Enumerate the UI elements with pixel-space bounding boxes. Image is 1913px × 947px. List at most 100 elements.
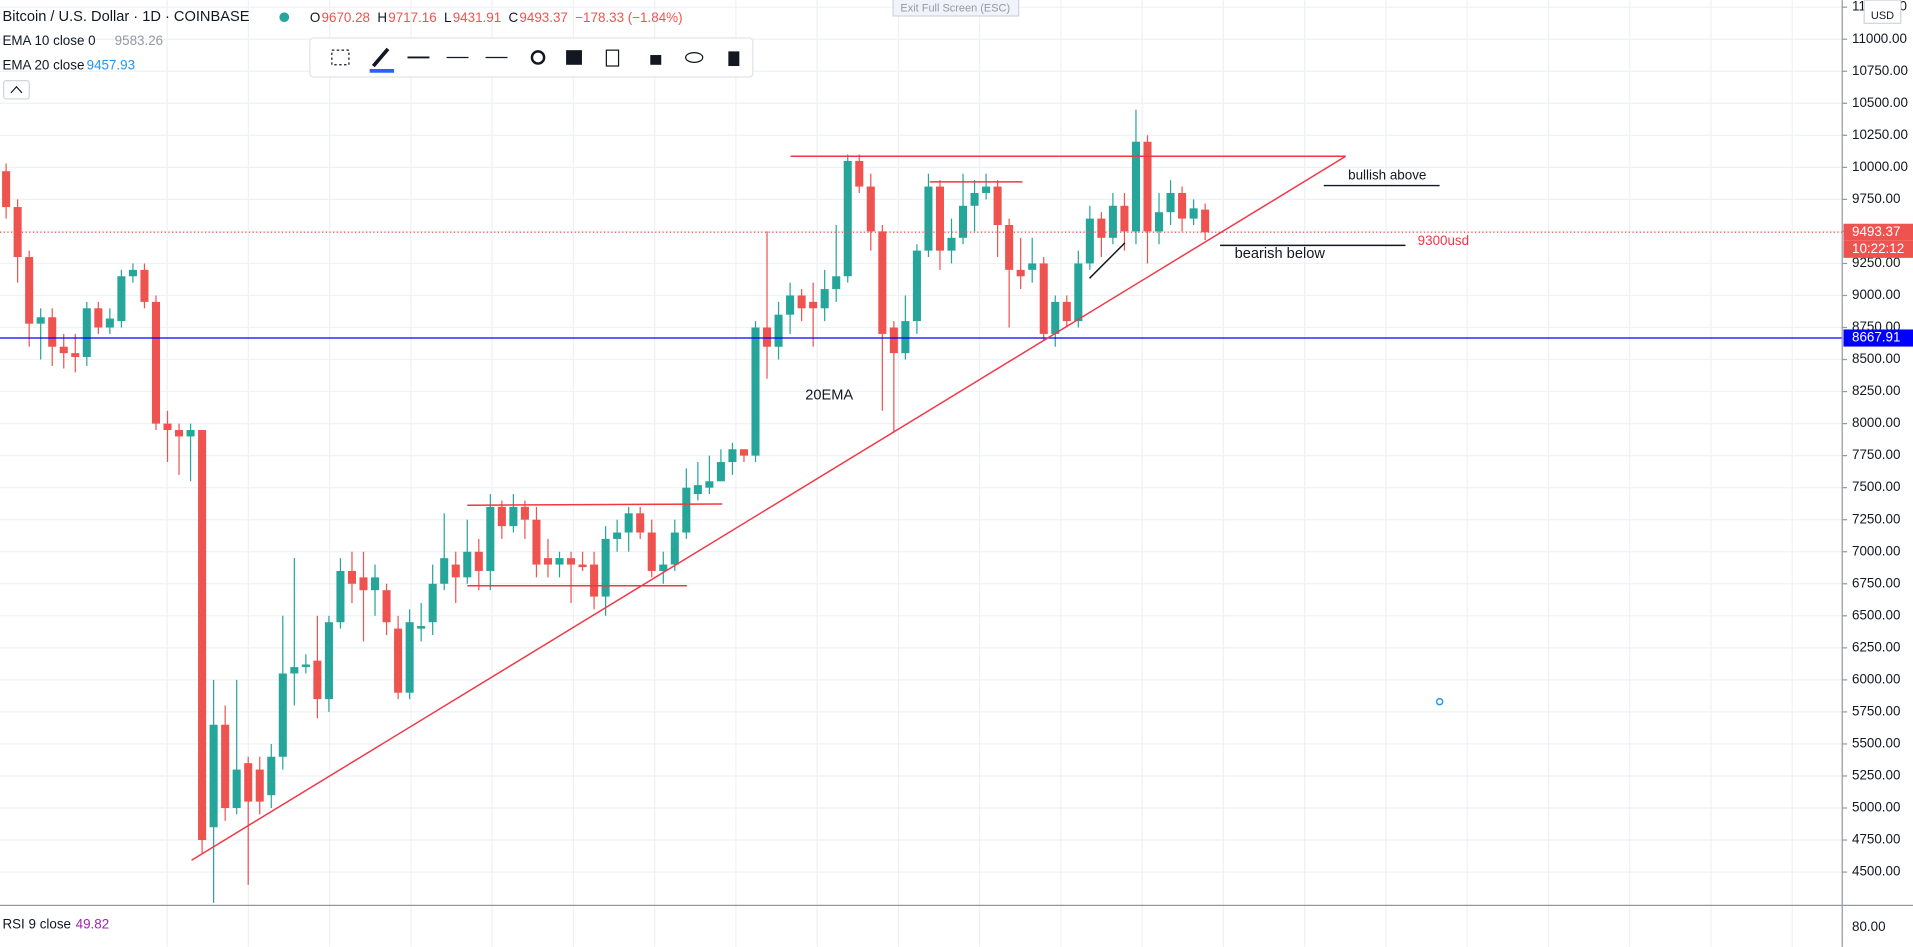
rsi-tick: 80.00	[1852, 919, 1886, 934]
y-tick-label: 10250.00	[1852, 127, 1908, 142]
candle-body	[117, 276, 126, 322]
candle-body	[497, 506, 506, 527]
rsi-value: 49.82	[76, 916, 110, 931]
indicator-name: EMA 10 close 0	[2, 33, 95, 48]
candle-body	[751, 327, 760, 456]
candle-body	[912, 250, 921, 322]
candle-body	[763, 327, 772, 347]
candle-body	[474, 551, 483, 571]
candle-body	[463, 551, 472, 578]
ohlc-value: 9670.28	[322, 10, 370, 25]
last-price-label: 9493.37	[1852, 224, 1900, 239]
candle-body	[71, 353, 80, 357]
chevron-icon	[10, 85, 23, 94]
candle-body	[324, 622, 333, 700]
y-tick-label: 9750.00	[1852, 191, 1900, 206]
candle-body	[509, 506, 518, 527]
y-tick-label: 9250.00	[1852, 255, 1900, 270]
candle-body	[901, 321, 910, 354]
rsi-name: RSI 9 close	[2, 916, 71, 931]
candle-body	[1097, 218, 1106, 238]
y-tick-label: 8250.00	[1852, 383, 1900, 398]
y-tick-label: 8000.00	[1852, 415, 1900, 430]
candle-body	[567, 558, 576, 565]
candle-body	[855, 160, 864, 187]
candle-body	[705, 481, 714, 488]
y-tick-label: 8500.00	[1852, 351, 1900, 366]
symbol: Bitcoin / U.S. Dollar · 1D · COINBASE	[2, 9, 249, 25]
candle-body	[163, 423, 172, 431]
y-tick-label: 5250.00	[1852, 768, 1900, 783]
candle-body	[613, 532, 622, 539]
pen-icon[interactable]	[371, 47, 390, 68]
candle-body	[959, 205, 968, 238]
candle-body	[590, 564, 599, 597]
candle-body	[786, 295, 795, 315]
exit-label: Exit Full Screen (ESC)	[900, 3, 1010, 15]
drawings	[191, 155, 1444, 861]
select-icon[interactable]	[331, 49, 350, 66]
candles	[0, 109, 1843, 903]
candle-body	[682, 487, 691, 533]
candle-body	[866, 186, 875, 232]
y-tick-label: 6750.00	[1852, 575, 1900, 590]
candle-body	[347, 570, 357, 584]
candle-body	[520, 506, 529, 520]
candle-body	[313, 660, 322, 700]
countdown-label: 10:22:12	[1852, 241, 1904, 256]
lock-icon[interactable]	[650, 55, 662, 65]
candle-body	[486, 506, 495, 571]
candle-body	[1201, 209, 1210, 233]
settings-icon[interactable]	[530, 50, 546, 65]
hide-icon[interactable]	[685, 51, 704, 63]
candle-body	[278, 673, 287, 757]
candle-body	[1039, 263, 1048, 334]
candle-body	[267, 756, 276, 796]
candle-body	[993, 186, 1002, 226]
candle-body	[186, 430, 195, 437]
candle-body	[832, 276, 841, 290]
ohlc-key: L	[444, 10, 452, 25]
template-icon[interactable]	[566, 50, 582, 65]
clone-icon[interactable]	[605, 49, 620, 67]
small-line[interactable]	[1088, 242, 1126, 279]
candle-body	[140, 269, 149, 302]
candle-body	[25, 257, 34, 324]
y-tick-label: 10500.00	[1852, 95, 1908, 110]
candle-body	[1016, 269, 1025, 277]
candle-body	[670, 532, 679, 565]
candle-body	[417, 626, 426, 629]
y-tick-label: 7500.00	[1852, 479, 1900, 494]
candle-body	[820, 289, 829, 309]
currency-box	[1863, 0, 1902, 24]
annotation: bullish above	[1348, 167, 1426, 182]
candle-body	[889, 327, 898, 354]
candle-body	[624, 513, 633, 533]
ohlc-key: C	[509, 10, 519, 25]
ohlc-key: O	[310, 10, 320, 25]
candle-body	[970, 192, 979, 206]
delete-icon[interactable]	[728, 51, 740, 67]
collapse-button[interactable]	[3, 80, 30, 100]
candle-body	[36, 317, 45, 324]
exit-button[interactable]	[892, 0, 1020, 17]
candle-body	[48, 317, 57, 347]
countdown-tag	[1843, 240, 1913, 258]
y-tick-label: 7000.00	[1852, 543, 1900, 558]
trend-line[interactable]	[191, 155, 1347, 861]
candle-body	[382, 590, 391, 623]
candle-body	[244, 763, 253, 802]
ohlc-value: 9717.16	[388, 10, 436, 25]
candle-body	[105, 318, 114, 328]
grid	[0, 0, 1843, 947]
candle-body	[1120, 205, 1129, 232]
y-tick-label: 7750.00	[1852, 447, 1900, 462]
candle-body	[255, 769, 264, 802]
range-top-line[interactable]	[467, 503, 723, 506]
y-tick-label: 7250.00	[1852, 511, 1900, 526]
candle-body	[647, 532, 656, 571]
y-tick-label: 5500.00	[1852, 735, 1900, 750]
indicator-name: EMA 20 close	[2, 58, 84, 73]
